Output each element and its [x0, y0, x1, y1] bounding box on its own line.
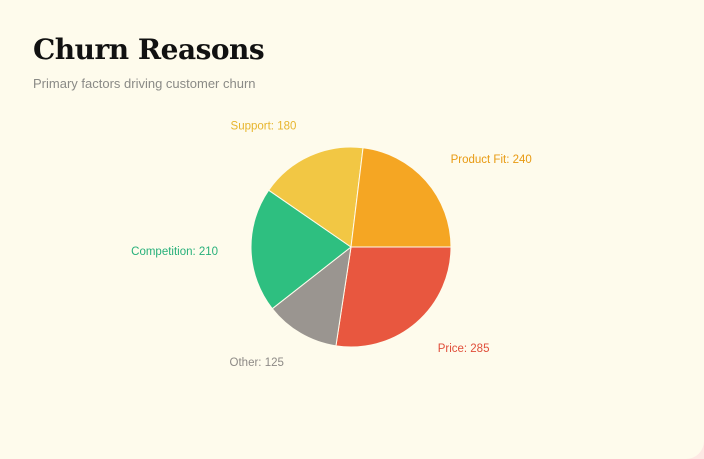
pie-label-competition: Competition: 210: [131, 246, 218, 258]
pie-label-support: Support: 180: [231, 121, 297, 133]
pie-slices: [250, 146, 452, 348]
pie-label-other: Other: 125: [230, 357, 284, 369]
pie-label-product-fit: Product Fit: 240: [451, 154, 532, 166]
pie-slice-other[interactable]: [271, 245, 352, 347]
chart-title: Churn Reasons: [33, 33, 265, 66]
pie-slice-support[interactable]: [268, 146, 364, 248]
pie-labels: Price: 285 Other: 125 Competition: 210 Supp…: [131, 121, 532, 369]
chart-subtitle: Primary factors driving customer churn: [33, 76, 256, 91]
pie-label-price: Price: 285: [438, 343, 490, 355]
pie-slice-competition[interactable]: [250, 189, 352, 310]
pie-slice-product-fit[interactable]: [350, 147, 452, 248]
pie-slice-price[interactable]: [335, 246, 452, 348]
